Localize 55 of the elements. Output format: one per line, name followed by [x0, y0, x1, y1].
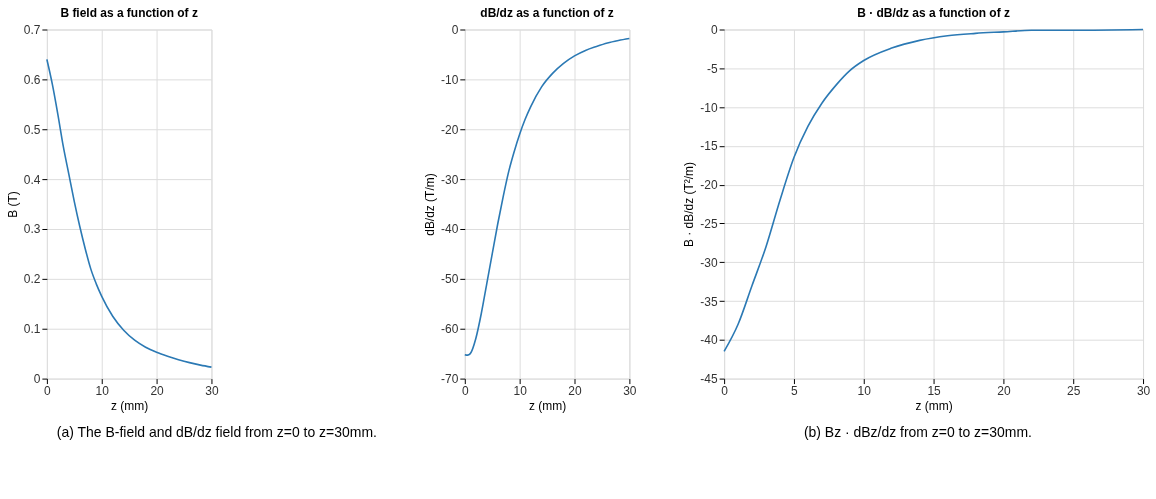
y-tick-label: -30 — [700, 255, 718, 270]
x-tick-label: 20 — [997, 384, 1011, 399]
x-axis-title: z (mm) — [528, 399, 567, 414]
chart-title: dB/dz as a function of z — [480, 5, 614, 20]
x-tick-label: 0 — [721, 384, 729, 399]
y-tick-label: -10 — [441, 72, 459, 87]
x-tick-label: 15 — [927, 384, 942, 399]
x-axis-title: z (mm) — [915, 399, 953, 414]
x-tick-label: 20 — [150, 384, 165, 399]
chart-title: B field as a function of z — [60, 5, 198, 20]
x-tick-label: 5 — [791, 384, 799, 399]
x-tick-label: 10 — [513, 384, 528, 399]
x-tick-label: 0 — [44, 384, 52, 399]
line-series — [46, 58, 213, 368]
y-tick-label: 0.4 — [23, 172, 41, 187]
y-tick-label: -45 — [700, 372, 718, 387]
y-tick-label: 0.3 — [23, 222, 41, 237]
line-series — [723, 28, 1144, 353]
y-tick-label: -50 — [441, 272, 459, 287]
x-tick-label: 30 — [205, 384, 219, 399]
text: (b) Bz · dBz/dz from z=0 to z=30mm. — [803, 424, 1032, 441]
line-series — [463, 37, 631, 356]
y-tick-label: 0.6 — [23, 72, 41, 87]
y-axis-title: B · dB/dz (T²/m) — [682, 162, 697, 248]
y-tick-label: -5 — [707, 61, 718, 76]
x-tick-label: 0 — [461, 384, 469, 399]
y-tick-label: 0.7 — [23, 22, 41, 37]
y-tick-label: -70 — [441, 372, 459, 387]
y-tick-label: 0.1 — [23, 322, 41, 337]
y-tick-label: 0.5 — [23, 122, 41, 137]
x-tick-label: 30 — [1136, 384, 1151, 399]
chart-title: B · dB/dz as a function of z — [857, 5, 1010, 20]
text: (a) The B-field and dB/dz field from z=0 to z=30mm. — [56, 424, 377, 441]
y-tick-label: -35 — [700, 294, 718, 309]
y-tick-label: 0 — [710, 22, 718, 37]
x-axis-title: z (mm) — [111, 399, 149, 414]
y-tick-label: 0.2 — [23, 272, 41, 287]
y-tick-label: 0 — [33, 372, 41, 387]
y-tick-label: -60 — [441, 322, 459, 337]
y-tick-label: -40 — [700, 333, 718, 348]
x-tick-label: 10 — [857, 384, 872, 399]
x-tick-label: 20 — [568, 384, 583, 399]
x-tick-label: 25 — [1067, 384, 1081, 399]
x-tick-label: 10 — [95, 384, 110, 399]
y-axis-title: B (T) — [5, 191, 20, 218]
y-tick-label: -40 — [441, 222, 459, 237]
y-tick-label: -20 — [441, 122, 459, 137]
y-tick-label: -25 — [700, 216, 718, 231]
y-tick-label: -20 — [700, 178, 718, 193]
y-tick-label: -10 — [700, 100, 718, 115]
x-tick-label: 30 — [623, 384, 637, 399]
y-axis-title: dB/dz (T/m) — [423, 173, 438, 236]
y-tick-label: 0 — [451, 22, 459, 37]
y-tick-label: -30 — [441, 172, 459, 187]
y-tick-label: -15 — [700, 139, 718, 154]
